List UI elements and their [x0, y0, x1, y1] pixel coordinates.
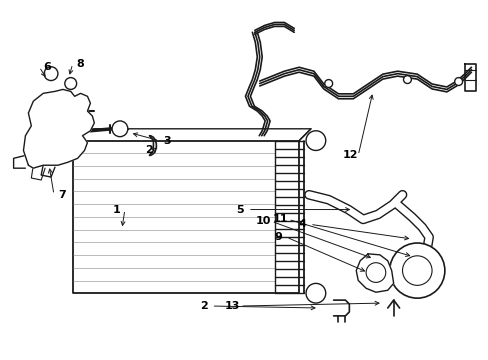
Text: 9: 9: [274, 232, 282, 242]
Text: 2: 2: [200, 301, 207, 311]
Text: 5: 5: [236, 204, 244, 215]
Circle shape: [454, 78, 462, 85]
Polygon shape: [356, 254, 393, 292]
Text: 3: 3: [163, 136, 171, 145]
Text: 1: 1: [113, 204, 121, 215]
Polygon shape: [23, 89, 94, 168]
Circle shape: [305, 283, 325, 303]
Circle shape: [44, 67, 58, 81]
Text: 12: 12: [342, 150, 357, 161]
Circle shape: [65, 78, 77, 89]
Text: 7: 7: [58, 190, 65, 200]
Circle shape: [324, 80, 332, 87]
Text: 4: 4: [298, 219, 305, 229]
Text: 8: 8: [77, 59, 84, 69]
Circle shape: [366, 263, 385, 282]
Circle shape: [402, 256, 431, 285]
Text: 13: 13: [224, 301, 240, 311]
Text: 11: 11: [272, 215, 287, 224]
Circle shape: [403, 76, 410, 84]
Circle shape: [305, 131, 325, 150]
Text: 6: 6: [43, 62, 51, 72]
Circle shape: [389, 243, 444, 298]
Text: 10: 10: [256, 216, 271, 226]
Text: 2: 2: [144, 145, 152, 156]
Circle shape: [112, 121, 127, 137]
